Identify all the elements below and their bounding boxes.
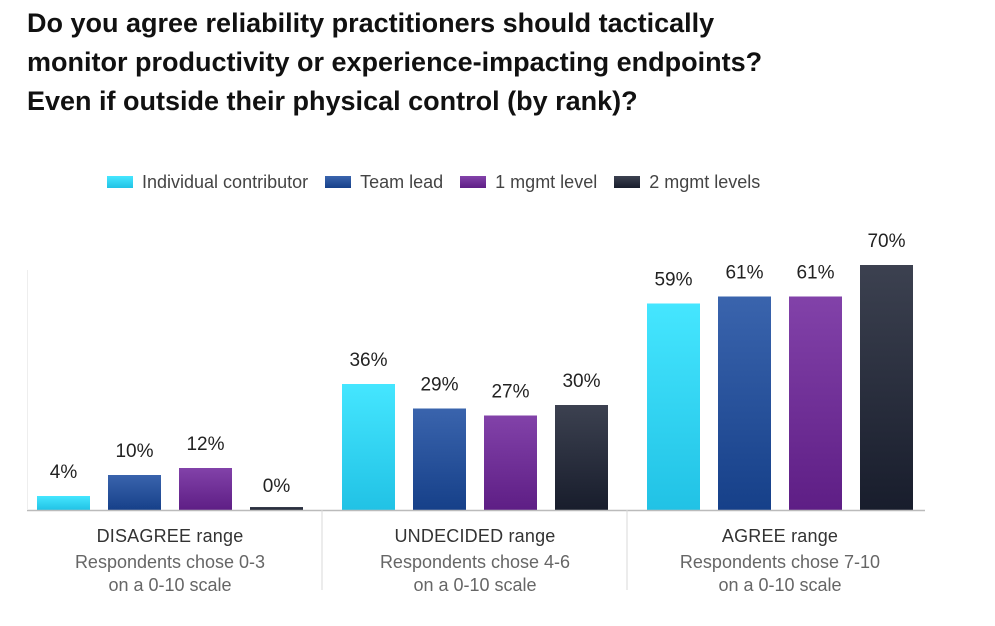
legend-swatch [460,176,487,188]
data-label-agree-range-team-lead: 61% [725,263,763,284]
bar-disagree-range-1-mgmt-level [179,468,232,510]
bar-undecided-range-team-lead [413,408,466,510]
legend-item-2-mgmt-levels: 2 mgmt levels [614,172,760,193]
data-label-agree-range-1-mgmt-level: 61% [796,263,834,284]
legend-swatch [325,176,352,188]
data-label-undecided-range-1-mgmt-level: 27% [491,382,529,403]
bar-undecided-range-1-mgmt-level [484,415,537,510]
legend-label: 1 mgmt level [495,171,598,192]
category-note-agree-range-2: on a 0-10 scale [718,575,841,595]
title-line-1: Do you agree reliability practitioners s… [27,8,715,38]
bar-disagree-range-team-lead [108,475,161,510]
legend-item-team-lead: Team lead [325,172,443,193]
legend-swatch [614,176,641,188]
category-note-undecided-range-2: on a 0-10 scale [413,575,536,595]
bar-undecided-range-2-mgmt-levels [555,405,608,510]
bar-agree-range-individual-contributor [647,303,700,510]
bar-agree-range-2-mgmt-levels [860,265,913,510]
data-label-disagree-range-team-lead: 10% [115,441,153,462]
bar-agree-range-team-lead [718,296,771,510]
chart-title: Do you agree reliability practitioners s… [27,4,967,121]
data-label-undecided-range-team-lead: 29% [420,375,458,396]
data-label-undecided-range-individual-contributor: 36% [349,350,387,371]
legend-item-1-mgmt-level: 1 mgmt level [460,172,597,193]
legend-label: Team lead [360,171,444,192]
data-label-disagree-range-1-mgmt-level: 12% [186,434,224,455]
category-label-agree-range: AGREE range [722,526,838,546]
chart-legend: Individual contributor Team lead 1 mgmt … [107,170,777,194]
bar-disagree-range-2-mgmt-levels [250,507,303,510]
category-note-undecided-range-1: Respondents chose 4-6 [380,552,570,572]
title-line-2: monitor productivity or experience-impac… [27,47,763,77]
category-note-disagree-range-1: Respondents chose 0-3 [75,552,265,572]
category-note-disagree-range-2: on a 0-10 scale [108,575,231,595]
bars-group: 4% 10% 12% 0% 36% 29% 27% 30% 59% 61% 61% 70% [37,231,913,510]
x-axis: DISAGREE range Respondents chose 0-3 on a … [27,270,925,595]
legend-swatch [107,176,133,188]
bar-chart: 4% 10% 12% 0% 36% 29% 27% 30% 59% 61% 61% 70% DISAG… [27,231,925,595]
bar-agree-range-1-mgmt-level [789,296,842,510]
legend-label: Individual contributor [142,171,309,192]
data-label-disagree-range-individual-contributor: 4% [50,462,78,483]
category-label-disagree-range: DISAGREE range [97,526,244,546]
data-label-agree-range-individual-contributor: 59% [654,270,692,291]
data-label-agree-range-2-mgmt-levels: 70% [867,231,905,252]
data-label-undecided-range-2-mgmt-levels: 30% [562,371,600,392]
title-line-3: Even if outside their physical control (… [27,86,638,116]
data-label-disagree-range-2-mgmt-levels: 0% [263,476,291,497]
legend-label: 2 mgmt levels [649,171,761,192]
legend-item-individual-contributor: Individual contributor [107,172,308,193]
category-note-agree-range-1: Respondents chose 7-10 [680,552,880,572]
category-label-undecided-range: UNDECIDED range [394,526,555,546]
bar-disagree-range-individual-contributor [37,496,90,510]
bar-undecided-range-individual-contributor [342,384,395,510]
